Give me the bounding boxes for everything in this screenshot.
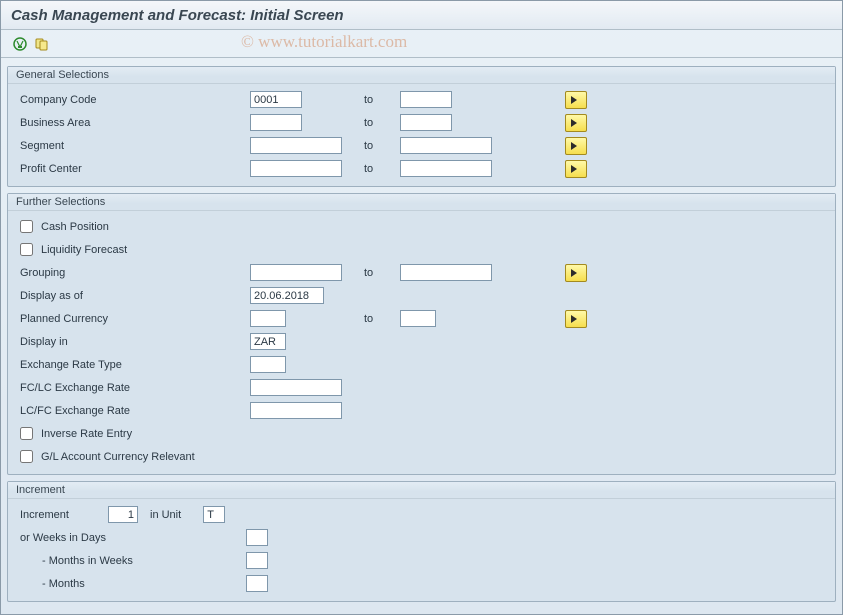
months-in-weeks-field[interactable] xyxy=(246,552,268,569)
label-liquidity-forecast: Liquidity Forecast xyxy=(41,244,127,256)
company-code-from[interactable] xyxy=(250,91,302,108)
label-lc-fc-rate: LC/FC Exchange Rate xyxy=(20,405,250,417)
company-code-more-icon[interactable] xyxy=(565,91,587,109)
business-area-to[interactable] xyxy=(400,114,452,131)
planned-currency-from[interactable] xyxy=(250,310,286,327)
gl-account-curr-checkbox[interactable] xyxy=(20,450,33,463)
business-area-more-icon[interactable] xyxy=(565,114,587,132)
row-months-in-weeks: - Months in Weeks xyxy=(20,549,827,572)
planned-currency-to[interactable] xyxy=(400,310,436,327)
label-in-unit: in Unit xyxy=(150,509,181,521)
to-label: to xyxy=(360,163,400,175)
row-segment: Segment to xyxy=(20,134,827,157)
row-months: - Months xyxy=(20,572,827,595)
to-label: to xyxy=(360,313,400,325)
label-profit-center: Profit Center xyxy=(20,163,250,175)
cash-position-checkbox[interactable] xyxy=(20,220,33,233)
label-planned-currency: Planned Currency xyxy=(20,313,250,325)
company-code-to[interactable] xyxy=(400,91,452,108)
label-exchange-rate-type: Exchange Rate Type xyxy=(20,359,250,371)
label-months-in-weeks: - Months in Weeks xyxy=(20,555,240,567)
segment-from[interactable] xyxy=(250,137,342,154)
page-title: Cash Management and Forecast: Initial Sc… xyxy=(1,1,842,30)
content: General Selections Company Code to Busin… xyxy=(1,58,842,610)
grouping-more-icon[interactable] xyxy=(565,264,587,282)
liquidity-forecast-checkbox[interactable] xyxy=(20,243,33,256)
label-or-weeks-in-days: or Weeks in Days xyxy=(20,532,240,544)
segment-to[interactable] xyxy=(400,137,492,154)
exchange-rate-type-field[interactable] xyxy=(250,356,286,373)
execute-icon[interactable] xyxy=(11,35,29,53)
or-weeks-in-days-field[interactable] xyxy=(246,529,268,546)
row-liquidity-forecast: Liquidity Forecast xyxy=(20,238,827,261)
inverse-rate-checkbox[interactable] xyxy=(20,427,33,440)
grouping-to[interactable] xyxy=(400,264,492,281)
to-label: to xyxy=(360,267,400,279)
label-company-code: Company Code xyxy=(20,94,250,106)
label-business-area: Business Area xyxy=(20,117,250,129)
row-or-weeks-in-days: or Weeks in Days xyxy=(20,526,827,549)
variants-icon[interactable] xyxy=(33,35,51,53)
to-label: to xyxy=(360,94,400,106)
row-display-as-of: Display as of xyxy=(20,284,827,307)
row-fc-lc-rate: FC/LC Exchange Rate xyxy=(20,376,827,399)
label-display-in: Display in xyxy=(20,336,250,348)
label-months: - Months xyxy=(20,578,240,590)
label-inverse-rate: Inverse Rate Entry xyxy=(41,428,132,440)
row-business-area: Business Area to xyxy=(20,111,827,134)
row-lc-fc-rate: LC/FC Exchange Rate xyxy=(20,399,827,422)
toolbar: © www.tutorialkart.com xyxy=(1,30,842,58)
profit-center-more-icon[interactable] xyxy=(565,160,587,178)
fc-lc-rate-field[interactable] xyxy=(250,379,342,396)
profit-center-to[interactable] xyxy=(400,160,492,177)
row-company-code: Company Code to xyxy=(20,88,827,111)
label-gl-account-curr: G/L Account Currency Relevant xyxy=(41,451,195,463)
group-increment-title: Increment xyxy=(8,482,835,499)
group-further: Further Selections Cash Position Liquidi… xyxy=(7,193,836,475)
row-gl-account-curr: G/L Account Currency Relevant xyxy=(20,445,827,468)
group-further-title: Further Selections xyxy=(8,194,835,211)
segment-more-icon[interactable] xyxy=(565,137,587,155)
row-cash-position: Cash Position xyxy=(20,215,827,238)
row-planned-currency: Planned Currency to xyxy=(20,307,827,330)
row-exchange-rate-type: Exchange Rate Type xyxy=(20,353,827,376)
group-general: General Selections Company Code to Busin… xyxy=(7,66,836,187)
months-field[interactable] xyxy=(246,575,268,592)
row-profit-center: Profit Center to xyxy=(20,157,827,180)
to-label: to xyxy=(360,140,400,152)
increment-field[interactable] xyxy=(108,506,138,523)
row-increment: Increment in Unit xyxy=(20,503,827,526)
grouping-from[interactable] xyxy=(250,264,342,281)
row-display-in: Display in xyxy=(20,330,827,353)
display-in-field[interactable] xyxy=(250,333,286,350)
to-label: to xyxy=(360,117,400,129)
planned-currency-more-icon[interactable] xyxy=(565,310,587,328)
label-fc-lc-rate: FC/LC Exchange Rate xyxy=(20,382,250,394)
label-grouping: Grouping xyxy=(20,267,250,279)
label-cash-position: Cash Position xyxy=(41,221,109,233)
group-increment: Increment Increment in Unit or Weeks in … xyxy=(7,481,836,602)
row-grouping: Grouping to xyxy=(20,261,827,284)
label-display-as-of: Display as of xyxy=(20,290,250,302)
business-area-from[interactable] xyxy=(250,114,302,131)
label-segment: Segment xyxy=(20,140,250,152)
display-as-of-field[interactable] xyxy=(250,287,324,304)
in-unit-field[interactable] xyxy=(203,506,225,523)
label-increment: Increment xyxy=(20,509,102,521)
watermark: © www.tutorialkart.com xyxy=(241,32,407,52)
row-inverse-rate: Inverse Rate Entry xyxy=(20,422,827,445)
app-window: Cash Management and Forecast: Initial Sc… xyxy=(0,0,843,615)
lc-fc-rate-field[interactable] xyxy=(250,402,342,419)
group-general-title: General Selections xyxy=(8,67,835,84)
profit-center-from[interactable] xyxy=(250,160,342,177)
